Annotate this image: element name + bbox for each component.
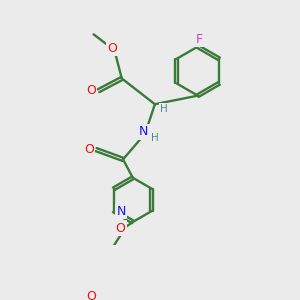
Text: N: N	[139, 125, 148, 138]
Text: H: H	[160, 104, 168, 114]
Text: H: H	[151, 133, 159, 143]
Text: O: O	[84, 142, 94, 156]
Text: O: O	[87, 290, 97, 300]
Text: N: N	[116, 205, 126, 218]
Text: O: O	[86, 84, 96, 97]
Text: O: O	[116, 222, 125, 235]
Text: F: F	[196, 33, 202, 46]
Text: O: O	[107, 42, 117, 55]
